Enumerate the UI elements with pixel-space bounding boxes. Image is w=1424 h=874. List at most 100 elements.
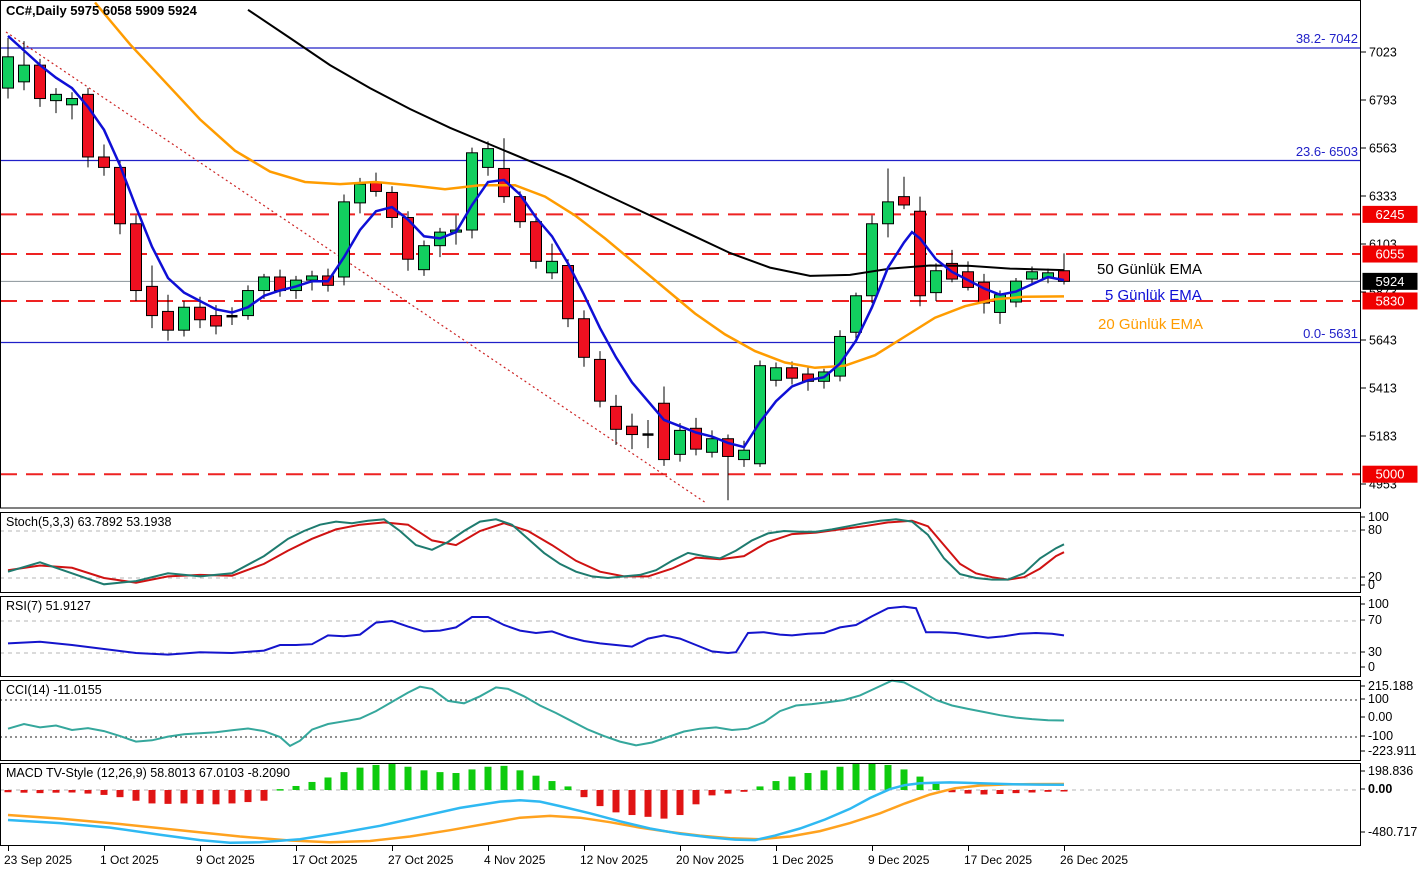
macd-histogram-bar	[36, 790, 44, 794]
macd-histogram-bar	[1012, 790, 1020, 794]
candle-up	[418, 245, 430, 271]
macd-histogram-bar	[212, 790, 220, 805]
date-label: 26 Dec 2025	[1060, 853, 1129, 867]
macd-histogram-bar	[436, 772, 444, 790]
price-alert-box	[1362, 245, 1418, 263]
macd-histogram-bar	[628, 790, 636, 816]
candle-down	[98, 156, 110, 168]
candle-up	[866, 223, 878, 297]
main-panel-border	[0, 0, 1361, 509]
macd-histogram-bar	[996, 790, 1004, 795]
macd-histogram-bar	[740, 790, 748, 792]
macd-histogram-bar	[356, 767, 364, 790]
date-label: 9 Dec 2025	[868, 853, 930, 867]
candle-up	[674, 429, 686, 455]
macd-tick-label: 198.836	[1368, 764, 1413, 778]
candle-up	[306, 275, 318, 281]
date-tick	[8, 846, 9, 851]
date-tick	[872, 846, 873, 851]
candle-up	[2, 56, 14, 89]
candle-up	[738, 449, 750, 461]
date-tick	[488, 846, 489, 851]
candle-down	[498, 167, 510, 198]
macd-histogram-bar	[196, 790, 204, 804]
macd-histogram-bar	[324, 777, 332, 790]
date-label: 12 Nov 2025	[580, 853, 649, 867]
candle-up	[258, 276, 270, 292]
candle-down	[130, 223, 142, 292]
boxed-price-label: 5924	[1376, 274, 1405, 289]
rsi-tick-label: 100	[1368, 597, 1389, 611]
macd-histogram-bar	[100, 790, 108, 795]
macd-histogram-bar	[804, 773, 812, 790]
candle-up	[770, 367, 782, 381]
rsi-panel-border	[0, 596, 1361, 677]
cci-tick-label: 215.188	[1368, 679, 1413, 693]
ema5-line	[7, 34, 1065, 449]
stoch-panel-border	[0, 512, 1361, 593]
candle-down	[530, 221, 542, 262]
macd-histogram-bar	[692, 790, 700, 805]
price-tick-label: 5413	[1369, 382, 1397, 396]
date-label: 20 Nov 2025	[676, 853, 745, 867]
date-label: 1 Oct 2025	[100, 853, 159, 867]
macd-histogram-bar	[836, 766, 844, 790]
macd-histogram-bar	[596, 790, 604, 807]
candle-up	[50, 93, 62, 102]
macd-histogram-bar	[676, 790, 684, 816]
price-tick-label: 7023	[1369, 46, 1397, 60]
boxed-price-label: 6055	[1376, 247, 1405, 262]
ema20-label: 20 Günlük EMA	[1098, 316, 1204, 333]
date-label: 1 Dec 2025	[772, 853, 834, 867]
macd-histogram-bar	[788, 776, 796, 790]
macd-histogram-bar	[180, 790, 188, 804]
macd-histogram-bar	[900, 769, 908, 790]
macd-histogram-bar	[852, 764, 860, 790]
candle-down	[146, 285, 158, 317]
price-tick-label: 6333	[1369, 190, 1397, 204]
macd-histogram-bar	[548, 781, 556, 790]
candle-up	[66, 98, 78, 106]
date-tick	[584, 846, 585, 851]
ema20-line	[94, 1, 1065, 370]
macd-histogram-bar	[340, 772, 348, 790]
stoch-tick-label: 100	[1368, 510, 1389, 524]
candle-up	[482, 148, 494, 168]
date-label: 17 Oct 2025	[292, 853, 358, 867]
date-label: 17 Dec 2025	[964, 853, 1033, 867]
candle-up	[546, 260, 558, 274]
candle-down	[386, 191, 398, 218]
macd-histogram-bar	[308, 781, 316, 790]
macd-panel-border	[0, 763, 1361, 846]
candle-down	[626, 425, 638, 436]
macd-histogram-bar	[20, 790, 28, 793]
macd-histogram-bar	[452, 773, 460, 790]
macd-histogram-bar	[84, 790, 92, 794]
cci-panel-border	[0, 680, 1361, 761]
ema50-line	[247, 8, 1065, 277]
macd-histogram-bar	[404, 766, 412, 790]
cci-label: CCI(14) -11.0155	[6, 683, 102, 697]
stoch-tick-label: 0	[1368, 578, 1375, 592]
cci-tick-label: -100	[1368, 729, 1393, 743]
chart-canvas[interactable]: 7023679365636333610358735643541351834953…	[0, 0, 1424, 846]
macd-histogram-bar	[948, 790, 956, 793]
macd-histogram-bar	[1028, 790, 1036, 793]
macd-histogram-bar	[292, 785, 300, 790]
date-label: 9 Oct 2025	[196, 853, 255, 867]
macd-histogram-bar	[148, 790, 156, 804]
macd-histogram-bar	[516, 770, 524, 790]
candle-up	[930, 270, 942, 294]
boxed-price-label: 5830	[1376, 293, 1405, 308]
macd-histogram-bar	[868, 763, 876, 790]
macd-histogram-bar	[4, 790, 12, 793]
macd-histogram-bar	[1060, 790, 1068, 792]
macd-line	[7, 781, 1065, 845]
date-tick	[680, 846, 681, 851]
price-alert-box	[1362, 465, 1418, 483]
macd-histogram-bar	[276, 789, 284, 791]
macd-histogram-bar	[980, 790, 988, 795]
stoch-k-line	[7, 518, 1065, 586]
macd-histogram-bar	[884, 764, 892, 790]
